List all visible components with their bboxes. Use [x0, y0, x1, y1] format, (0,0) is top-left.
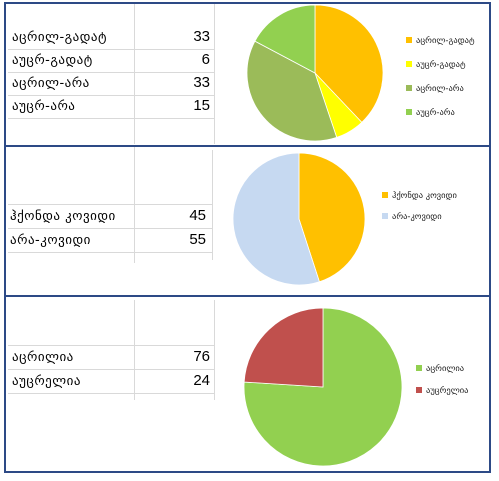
value-label: 15 — [193, 97, 210, 114]
grid-line — [8, 72, 214, 73]
category-label: ჰქონდა კოვიდი — [10, 209, 116, 224]
value-label: 33 — [193, 74, 210, 91]
grid-line — [8, 252, 212, 253]
pie-slice — [232, 152, 320, 286]
legends-group: აცრილ-გადატ აუცრ-გადატ აცრილ-არა აუცრ-არა ჰქ… — [382, 35, 475, 396]
value-label: 45 — [189, 207, 206, 224]
pie-slice — [246, 40, 338, 142]
category-label: აუცრელია — [12, 374, 81, 389]
grid-line — [134, 4, 135, 144]
grid-line — [8, 393, 214, 394]
pie-slice — [314, 4, 384, 123]
grid-line — [8, 369, 214, 370]
grid-line — [214, 4, 215, 144]
category-label: აუცრ-არა — [12, 99, 76, 114]
table-row: ჰქონდა კოვიდი 45 — [10, 206, 206, 228]
legend-label: აუცრელია — [426, 385, 468, 396]
value-label: 6 — [201, 51, 210, 68]
legend-swatch — [406, 61, 412, 67]
legend-label: აცრილ-გადატ — [416, 35, 475, 46]
pie-slice — [298, 152, 366, 283]
grid-line — [8, 345, 214, 346]
category-label: აუცრ-გადატ — [12, 53, 93, 68]
legend-label: აუცრ-არა — [416, 107, 455, 118]
legend-label: აუცრ-გადატ — [416, 59, 466, 70]
category-label: აცრილ-არა — [12, 76, 90, 91]
grid-line — [134, 147, 135, 263]
grid-line — [134, 300, 135, 400]
category-label: აცრილ-გადატ — [12, 30, 108, 45]
value-label: 76 — [193, 348, 210, 365]
legend-swatch — [406, 85, 412, 91]
legend-label: არა-კოვიდი — [392, 211, 442, 222]
grid-line — [214, 300, 215, 400]
value-label: 24 — [193, 372, 210, 389]
legend-swatch — [406, 37, 412, 43]
legend-swatch — [416, 387, 422, 393]
table-row: არა-კოვიდი 55 — [10, 230, 206, 252]
table-row: აუცრ-არა 15 — [12, 96, 210, 118]
table-row: აცრილია 76 — [12, 347, 210, 369]
category-label: აცრილია — [12, 350, 74, 365]
pie-slice — [254, 4, 316, 74]
legend-swatch — [406, 109, 412, 115]
grid-line — [8, 49, 214, 50]
grid-line — [8, 228, 212, 229]
legend-label: აცრილია — [426, 363, 464, 374]
table-row: აუცრ-გადატ 6 — [12, 50, 210, 72]
category-label: არა-კოვიდი — [10, 233, 91, 248]
grid-line — [8, 118, 214, 119]
table-row: აცრილ-არა 33 — [12, 73, 210, 95]
table-row: აცრილ-გადატ 33 — [12, 27, 210, 49]
grid-line — [8, 204, 212, 205]
value-label: 33 — [193, 28, 210, 45]
grid-line — [8, 95, 214, 96]
legend-label: აცრილ-არა — [416, 83, 464, 94]
pie-slice — [243, 307, 324, 388]
legend-swatch — [382, 213, 388, 219]
grid-line — [212, 150, 213, 260]
table-row: აუცრელია 24 — [12, 371, 210, 393]
legend-swatch — [416, 365, 422, 371]
legend-label: ჰქონდა კოვიდი — [392, 190, 457, 201]
pie-charts-group — [232, 4, 403, 467]
value-label: 55 — [189, 231, 206, 248]
legend-swatch — [382, 192, 388, 198]
